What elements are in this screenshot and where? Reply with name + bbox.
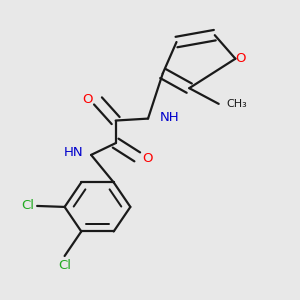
Text: Cl: Cl <box>21 200 34 212</box>
Text: O: O <box>142 152 153 165</box>
Text: CH₃: CH₃ <box>226 99 247 109</box>
Text: O: O <box>82 93 93 106</box>
Text: Cl: Cl <box>58 259 71 272</box>
Text: NH: NH <box>160 111 179 124</box>
Text: HN: HN <box>64 146 84 159</box>
Text: O: O <box>236 52 246 65</box>
